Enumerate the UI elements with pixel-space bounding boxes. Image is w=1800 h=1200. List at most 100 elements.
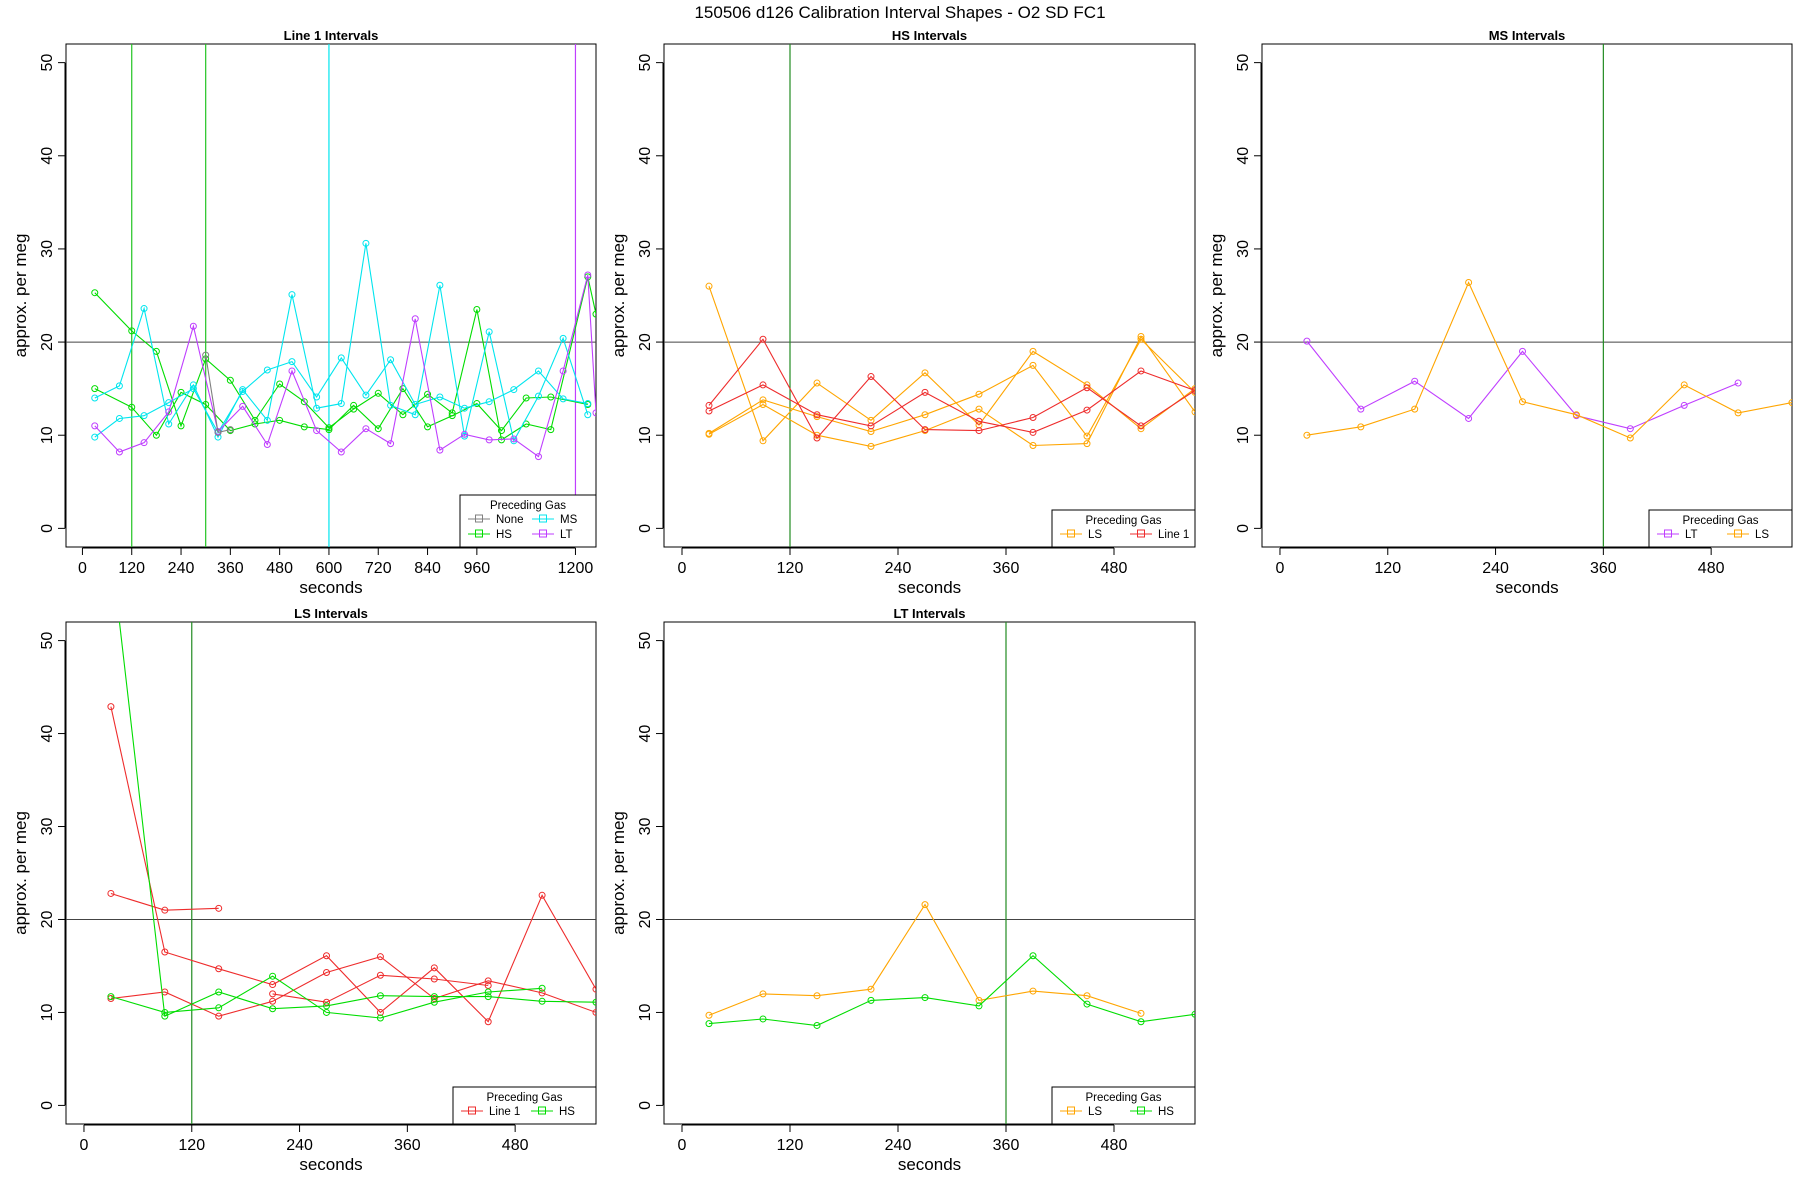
data-point xyxy=(288,367,296,375)
x-tick-label: 720 xyxy=(365,560,392,577)
y-tick-label: 20 xyxy=(39,910,56,928)
data-point xyxy=(592,998,596,1006)
data-point xyxy=(813,379,821,387)
legend-title: Preceding Gas xyxy=(1682,515,1758,527)
data-point xyxy=(759,1015,767,1023)
y-tick-label: 0 xyxy=(637,1101,654,1110)
x-tick-label: 0 xyxy=(80,1137,89,1154)
legend-entry: HS xyxy=(1130,1106,1174,1118)
series-line-1-b xyxy=(107,703,596,1026)
data-point xyxy=(592,985,596,993)
data-point xyxy=(239,387,247,395)
plot-frame xyxy=(65,621,597,1125)
y-tick-label: 40 xyxy=(637,147,654,165)
legend-label: MS xyxy=(560,514,578,526)
data-point xyxy=(436,393,444,401)
data-point xyxy=(813,992,821,1000)
y-tick-label: 50 xyxy=(1235,54,1252,72)
x-tick-label: 0 xyxy=(1276,560,1285,577)
data-point xyxy=(128,327,136,335)
data-point xyxy=(251,420,259,428)
legend: Preceding Gas LT LS xyxy=(1648,509,1793,548)
x-tick-label: 0 xyxy=(78,560,87,577)
y-tick-label: 40 xyxy=(39,147,56,165)
series-line xyxy=(1306,340,1739,430)
x-tick-label: 0 xyxy=(678,1137,687,1154)
y-axis-label: approx. per meg xyxy=(609,811,628,935)
x-axis: 0 120 240 360 480 xyxy=(678,1124,1127,1154)
legend-label: None xyxy=(496,514,524,526)
chart-panel: LT Intervals 0 120 240 360 480 seconds 0 10 20 30 4… xyxy=(609,606,1196,1174)
data-point xyxy=(813,434,821,442)
data-point xyxy=(313,404,321,412)
y-axis-label: approx. per meg xyxy=(609,234,628,358)
legend-label: LT xyxy=(560,529,573,541)
data-point xyxy=(269,981,277,989)
data-point xyxy=(226,426,234,434)
data-point xyxy=(1734,409,1742,417)
data-point xyxy=(107,995,115,1002)
data-point xyxy=(975,405,983,413)
data-point xyxy=(161,906,169,914)
y-tick-label: 40 xyxy=(637,725,654,743)
data-point xyxy=(1029,428,1037,436)
legend-label: LS xyxy=(1088,529,1102,541)
data-point xyxy=(1519,347,1527,355)
data-point xyxy=(424,423,432,431)
data-point xyxy=(276,380,284,388)
plot-area xyxy=(664,622,1195,1124)
data-point xyxy=(165,420,173,428)
series-line xyxy=(1306,281,1792,439)
legend-swatch-marker xyxy=(539,514,547,523)
data-point xyxy=(1303,431,1311,439)
data-point xyxy=(226,376,234,384)
data-point xyxy=(538,891,546,899)
data-point xyxy=(202,351,210,359)
y-tick-label: 20 xyxy=(1235,333,1252,351)
x-tick-label: 240 xyxy=(885,1137,912,1154)
y-tick-label: 20 xyxy=(637,333,654,351)
panel-title: HS Intervals xyxy=(892,28,967,43)
data-point xyxy=(473,305,481,313)
y-tick-label: 0 xyxy=(637,524,654,533)
data-point xyxy=(1411,405,1419,413)
series-line xyxy=(94,356,588,438)
data-point xyxy=(592,409,596,417)
data-point xyxy=(510,435,518,443)
data-point xyxy=(534,367,542,375)
legend-swatch-marker xyxy=(1137,529,1145,538)
legend-entry: LS xyxy=(1060,1106,1102,1118)
data-point xyxy=(411,400,419,408)
panels: Line 1 Intervals 0 120 240 360 480 600 720 840 96… xyxy=(11,28,1793,1174)
series-none xyxy=(202,351,234,436)
data-point xyxy=(152,431,160,439)
x-tick-label: 480 xyxy=(1101,560,1128,577)
data-point xyxy=(448,412,456,420)
data-point xyxy=(522,394,530,402)
data-point xyxy=(263,366,271,374)
data-point xyxy=(387,440,395,448)
series-ls-b xyxy=(705,332,1195,450)
data-point xyxy=(91,422,99,430)
series-line xyxy=(110,706,596,1023)
data-point xyxy=(128,403,136,411)
legend: Preceding Gas None MS HS LT xyxy=(459,494,597,548)
data-point xyxy=(1357,405,1365,413)
x-axis: 0 120 240 360 480 xyxy=(80,1124,529,1154)
x-tick-label: 360 xyxy=(993,1137,1020,1154)
chart-panel: HS Intervals 0 120 240 360 480 seconds 0 10 20 30 4… xyxy=(609,28,1196,597)
data-point xyxy=(436,446,444,454)
data-point xyxy=(165,408,173,416)
legend-label: Line 1 xyxy=(489,1106,520,1118)
series-hs-b xyxy=(91,385,592,439)
data-point xyxy=(215,1012,223,1020)
series-lt xyxy=(1303,337,1742,433)
legend-entry: Line 1 xyxy=(1130,529,1189,541)
data-point xyxy=(1083,992,1091,1000)
x-tick-label: 600 xyxy=(316,560,343,577)
data-point xyxy=(473,400,481,408)
series-hs xyxy=(705,952,1195,1029)
x-tick-label: 120 xyxy=(118,560,145,577)
series-line xyxy=(94,276,596,441)
plot-frame xyxy=(663,43,1196,548)
